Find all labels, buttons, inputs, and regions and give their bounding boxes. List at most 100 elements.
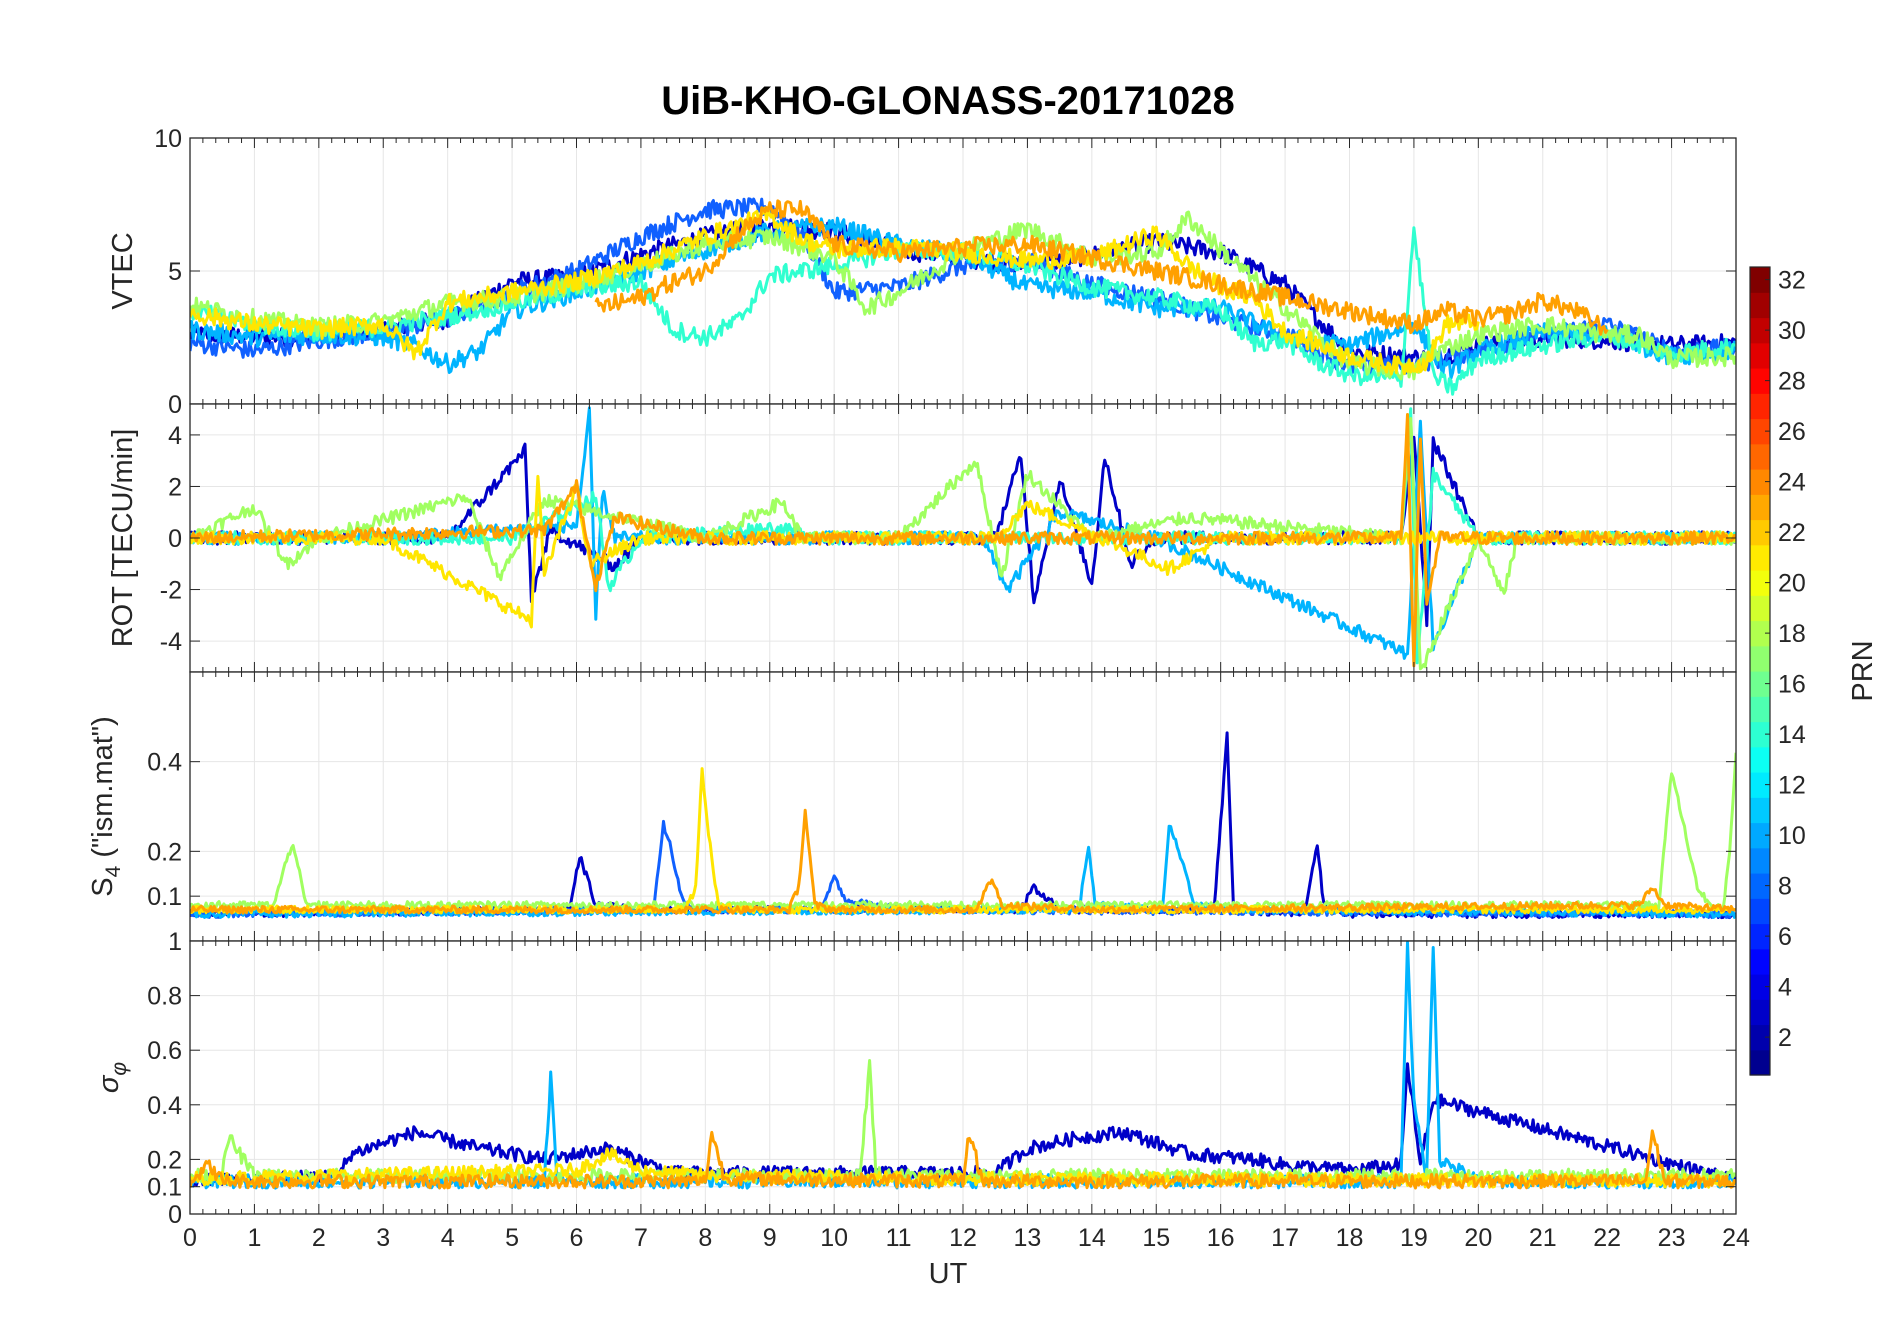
y-tick-label: 0 [168, 525, 182, 553]
colorbar-tick-label: 18 [1778, 620, 1806, 648]
y-tick-label: 0.8 [147, 983, 182, 1011]
colorbar-segment [1750, 494, 1770, 521]
colorbar-segment [1750, 948, 1770, 975]
x-tick-label: 12 [949, 1224, 977, 1252]
colorbar-segment [1750, 342, 1770, 369]
colorbar-tick-label: 20 [1778, 570, 1806, 598]
y-axis-label: σφ [93, 1062, 131, 1094]
panel-vtec: 0 5 10 VTEC [107, 125, 1737, 419]
colorbar-segment [1750, 746, 1770, 773]
panel-rot: -4 -2 0 2 4 ROT [TECU/min] [107, 403, 1737, 673]
x-tick-label: 11 [886, 1224, 912, 1252]
x-tick-label: 19 [1400, 1224, 1428, 1252]
x-tick-label: 6 [570, 1224, 584, 1252]
series-line-prn-23 [594, 199, 1609, 336]
y-tick-label: 0.1 [147, 883, 182, 911]
series-group [190, 406, 1736, 671]
colorbar-segment [1750, 974, 1770, 1000]
x-tick-label: 8 [698, 1224, 712, 1252]
x-tick-label: 0 [183, 1224, 197, 1252]
x-tick-label: 22 [1593, 1224, 1621, 1252]
colorbar-tick-label: 2 [1778, 1024, 1792, 1052]
colorbar-segment [1750, 595, 1770, 622]
y-tick-label: 0.2 [147, 1146, 182, 1174]
colorbar-tick-label: 10 [1778, 822, 1806, 850]
y-tick-label: 0 [168, 1201, 182, 1229]
colorbar-segment [1750, 544, 1770, 571]
colorbar-segment [1750, 469, 1770, 495]
x-tick-label: 1 [247, 1224, 261, 1252]
y-tick-label: 10 [154, 125, 182, 153]
y-tick-label: 0.1 [147, 1174, 182, 1202]
x-axis-label: UT [929, 1258, 968, 1290]
series-line-prn-23 [190, 413, 1736, 668]
colorbar-segment [1750, 519, 1770, 546]
colorbar-segment [1750, 898, 1770, 925]
colorbar-segment [1750, 873, 1770, 899]
series-group [190, 731, 1736, 920]
colorbar-tick-label: 14 [1778, 721, 1806, 749]
y-tick-label: 1 [168, 928, 182, 956]
series-line-prn-23 [190, 1129, 1736, 1190]
x-tick-label: 20 [1464, 1224, 1492, 1252]
x-tick-label: 9 [763, 1224, 777, 1252]
x-tick-label: 13 [1014, 1224, 1042, 1252]
series-group [190, 941, 1736, 1190]
colorbar-segment [1750, 772, 1770, 798]
colorbar-tick-label: 26 [1778, 418, 1806, 446]
colorbar-segment [1750, 671, 1770, 697]
x-tick-label: 5 [505, 1224, 519, 1252]
colorbar-tick-label: 6 [1778, 923, 1792, 951]
y-tick-label: -4 [160, 628, 182, 656]
y-tick-label: 0.6 [147, 1037, 182, 1065]
colorbar-segment [1750, 267, 1770, 293]
y-tick-label: 0 [168, 391, 182, 419]
x-tick-label: 16 [1207, 1224, 1235, 1252]
colorbar-segment [1750, 1024, 1770, 1051]
y-tick-label: 5 [168, 258, 182, 286]
x-tick-label: 15 [1142, 1224, 1170, 1252]
colorbar-segment [1750, 696, 1770, 723]
colorbar-tick-label: 28 [1778, 368, 1806, 396]
colorbar-segment [1750, 418, 1770, 445]
x-tick-label: 4 [441, 1224, 455, 1252]
colorbar-tick-label: 12 [1778, 772, 1806, 800]
colorbar-segment [1750, 645, 1770, 672]
colorbar-tick-label: 24 [1778, 469, 1806, 497]
colorbar-tick-label: 22 [1778, 519, 1806, 547]
series-group [190, 197, 1736, 396]
colorbar-segment [1750, 923, 1770, 950]
y-tick-label: -2 [160, 577, 182, 605]
x-tick-label: 14 [1078, 1224, 1106, 1252]
colorbar-segment [1750, 317, 1770, 344]
panel-s4: 0.1 0.2 0.4 S4 ("ism.mat") [87, 671, 1737, 942]
x-tick-label: 21 [1529, 1224, 1557, 1252]
colorbar-segment [1750, 1049, 1770, 1076]
x-tick-label: 23 [1658, 1224, 1686, 1252]
chart-title: UiB-KHO-GLONASS-20171028 [661, 79, 1235, 123]
x-tick-label: 7 [634, 1224, 648, 1252]
x-tick-label: 3 [376, 1224, 390, 1252]
x-tick-label: 10 [820, 1224, 848, 1252]
series-line-prn-23 [190, 808, 1736, 915]
colorbar-frame [1749, 266, 1771, 1076]
y-tick-label: 4 [168, 422, 182, 450]
colorbar-segment [1750, 620, 1770, 647]
colorbar-segment [1750, 393, 1770, 420]
colorbar-segment [1750, 797, 1770, 824]
colorbar-label: PRN [1847, 640, 1879, 701]
colorbar-tick-label: 32 [1778, 267, 1806, 295]
x-tick-label: 24 [1722, 1224, 1750, 1252]
x-tick-label: 18 [1336, 1224, 1364, 1252]
colorbar-segment [1750, 847, 1770, 874]
y-axis-label: VTEC [107, 232, 139, 309]
x-tick-label: 17 [1271, 1224, 1299, 1252]
y-axis-label: S4 ("ism.mat") [87, 716, 125, 897]
colorbar-segment [1750, 721, 1770, 748]
colorbar-segment [1750, 822, 1770, 849]
colorbar-segment [1750, 443, 1770, 470]
colorbar-segment [1750, 999, 1770, 1026]
